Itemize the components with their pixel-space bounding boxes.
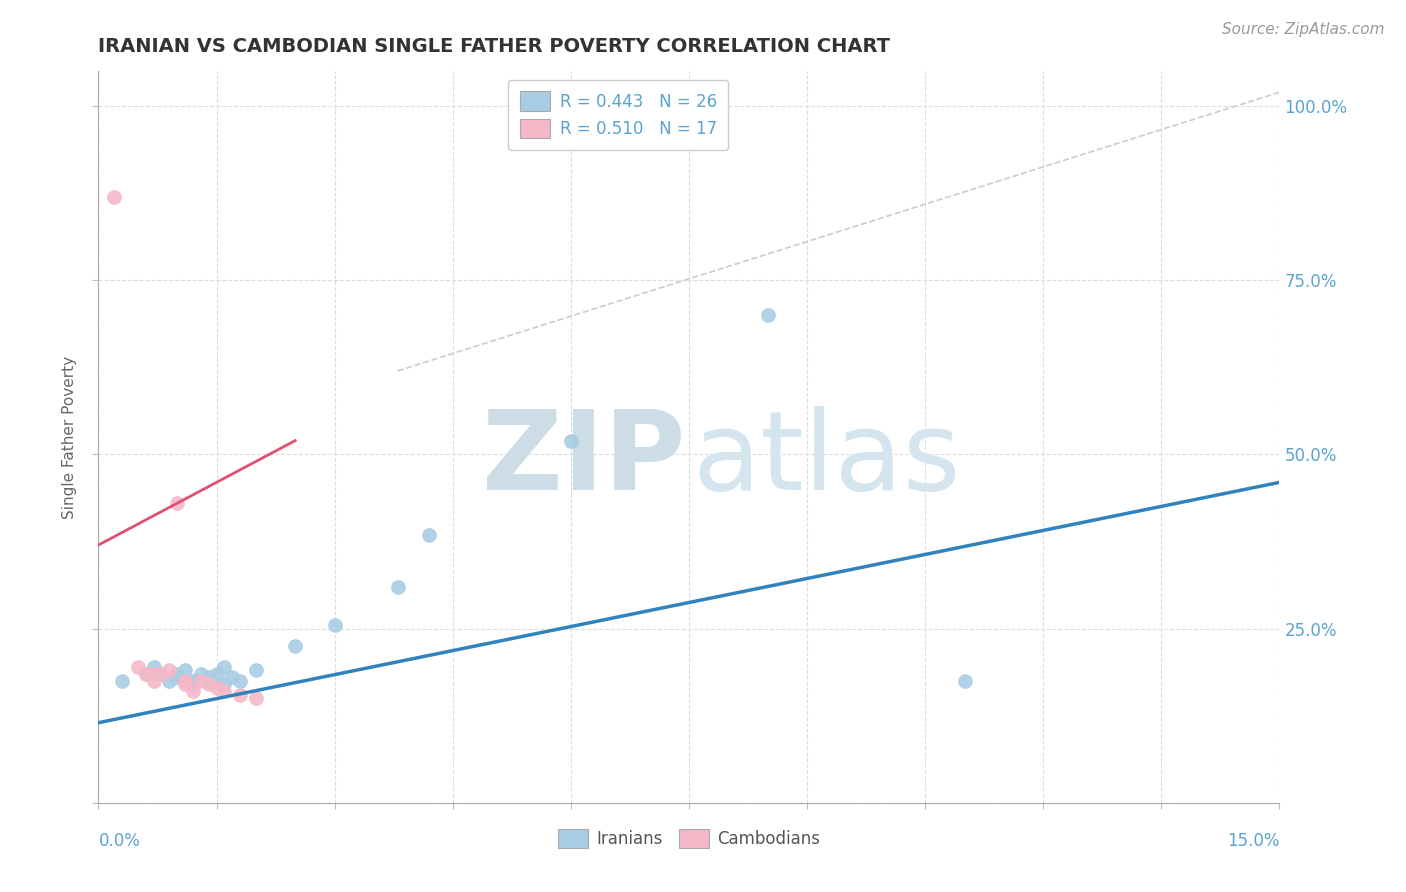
Point: [197, 677, 219, 691]
Text: atlas: atlas: [693, 406, 960, 513]
Point: [174, 677, 197, 691]
Point: [166, 670, 188, 684]
Point: [418, 527, 440, 541]
Point: [214, 677, 236, 691]
Point: [157, 664, 180, 678]
Point: [166, 496, 188, 510]
Point: [190, 667, 212, 681]
Point: [284, 639, 307, 653]
Text: Source: ZipAtlas.com: Source: ZipAtlas.com: [1222, 22, 1385, 37]
Text: ZIP: ZIP: [482, 406, 685, 513]
Point: [142, 673, 165, 688]
Point: [127, 660, 149, 674]
Point: [135, 667, 157, 681]
Point: [197, 670, 219, 684]
Point: [323, 618, 346, 632]
Point: [205, 681, 228, 695]
Point: [245, 664, 267, 678]
Point: [157, 673, 180, 688]
Point: [135, 667, 157, 681]
Point: [150, 667, 173, 681]
Y-axis label: Single Father Poverty: Single Father Poverty: [62, 356, 77, 518]
Point: [174, 673, 197, 688]
Point: [229, 673, 252, 688]
Point: [103, 190, 125, 204]
Point: [142, 660, 165, 674]
Point: [229, 688, 252, 702]
Point: [174, 664, 197, 678]
Text: 0.0%: 0.0%: [98, 832, 141, 850]
Point: [953, 673, 976, 688]
Text: IRANIAN VS CAMBODIAN SINGLE FATHER POVERTY CORRELATION CHART: IRANIAN VS CAMBODIAN SINGLE FATHER POVER…: [98, 37, 890, 56]
Point: [197, 673, 219, 688]
Point: [181, 684, 204, 698]
Text: 15.0%: 15.0%: [1227, 832, 1279, 850]
Point: [142, 667, 165, 681]
Point: [214, 660, 236, 674]
Point: [756, 308, 779, 322]
Point: [205, 667, 228, 681]
Point: [221, 670, 243, 684]
Point: [190, 673, 212, 688]
Point: [181, 673, 204, 688]
Point: [166, 667, 188, 681]
Point: [111, 673, 134, 688]
Point: [150, 667, 173, 681]
Legend: Iranians, Cambodians: Iranians, Cambodians: [550, 821, 828, 856]
Point: [245, 691, 267, 706]
Point: [214, 684, 236, 698]
Point: [387, 580, 409, 594]
Point: [560, 434, 582, 448]
Point: [181, 677, 204, 691]
